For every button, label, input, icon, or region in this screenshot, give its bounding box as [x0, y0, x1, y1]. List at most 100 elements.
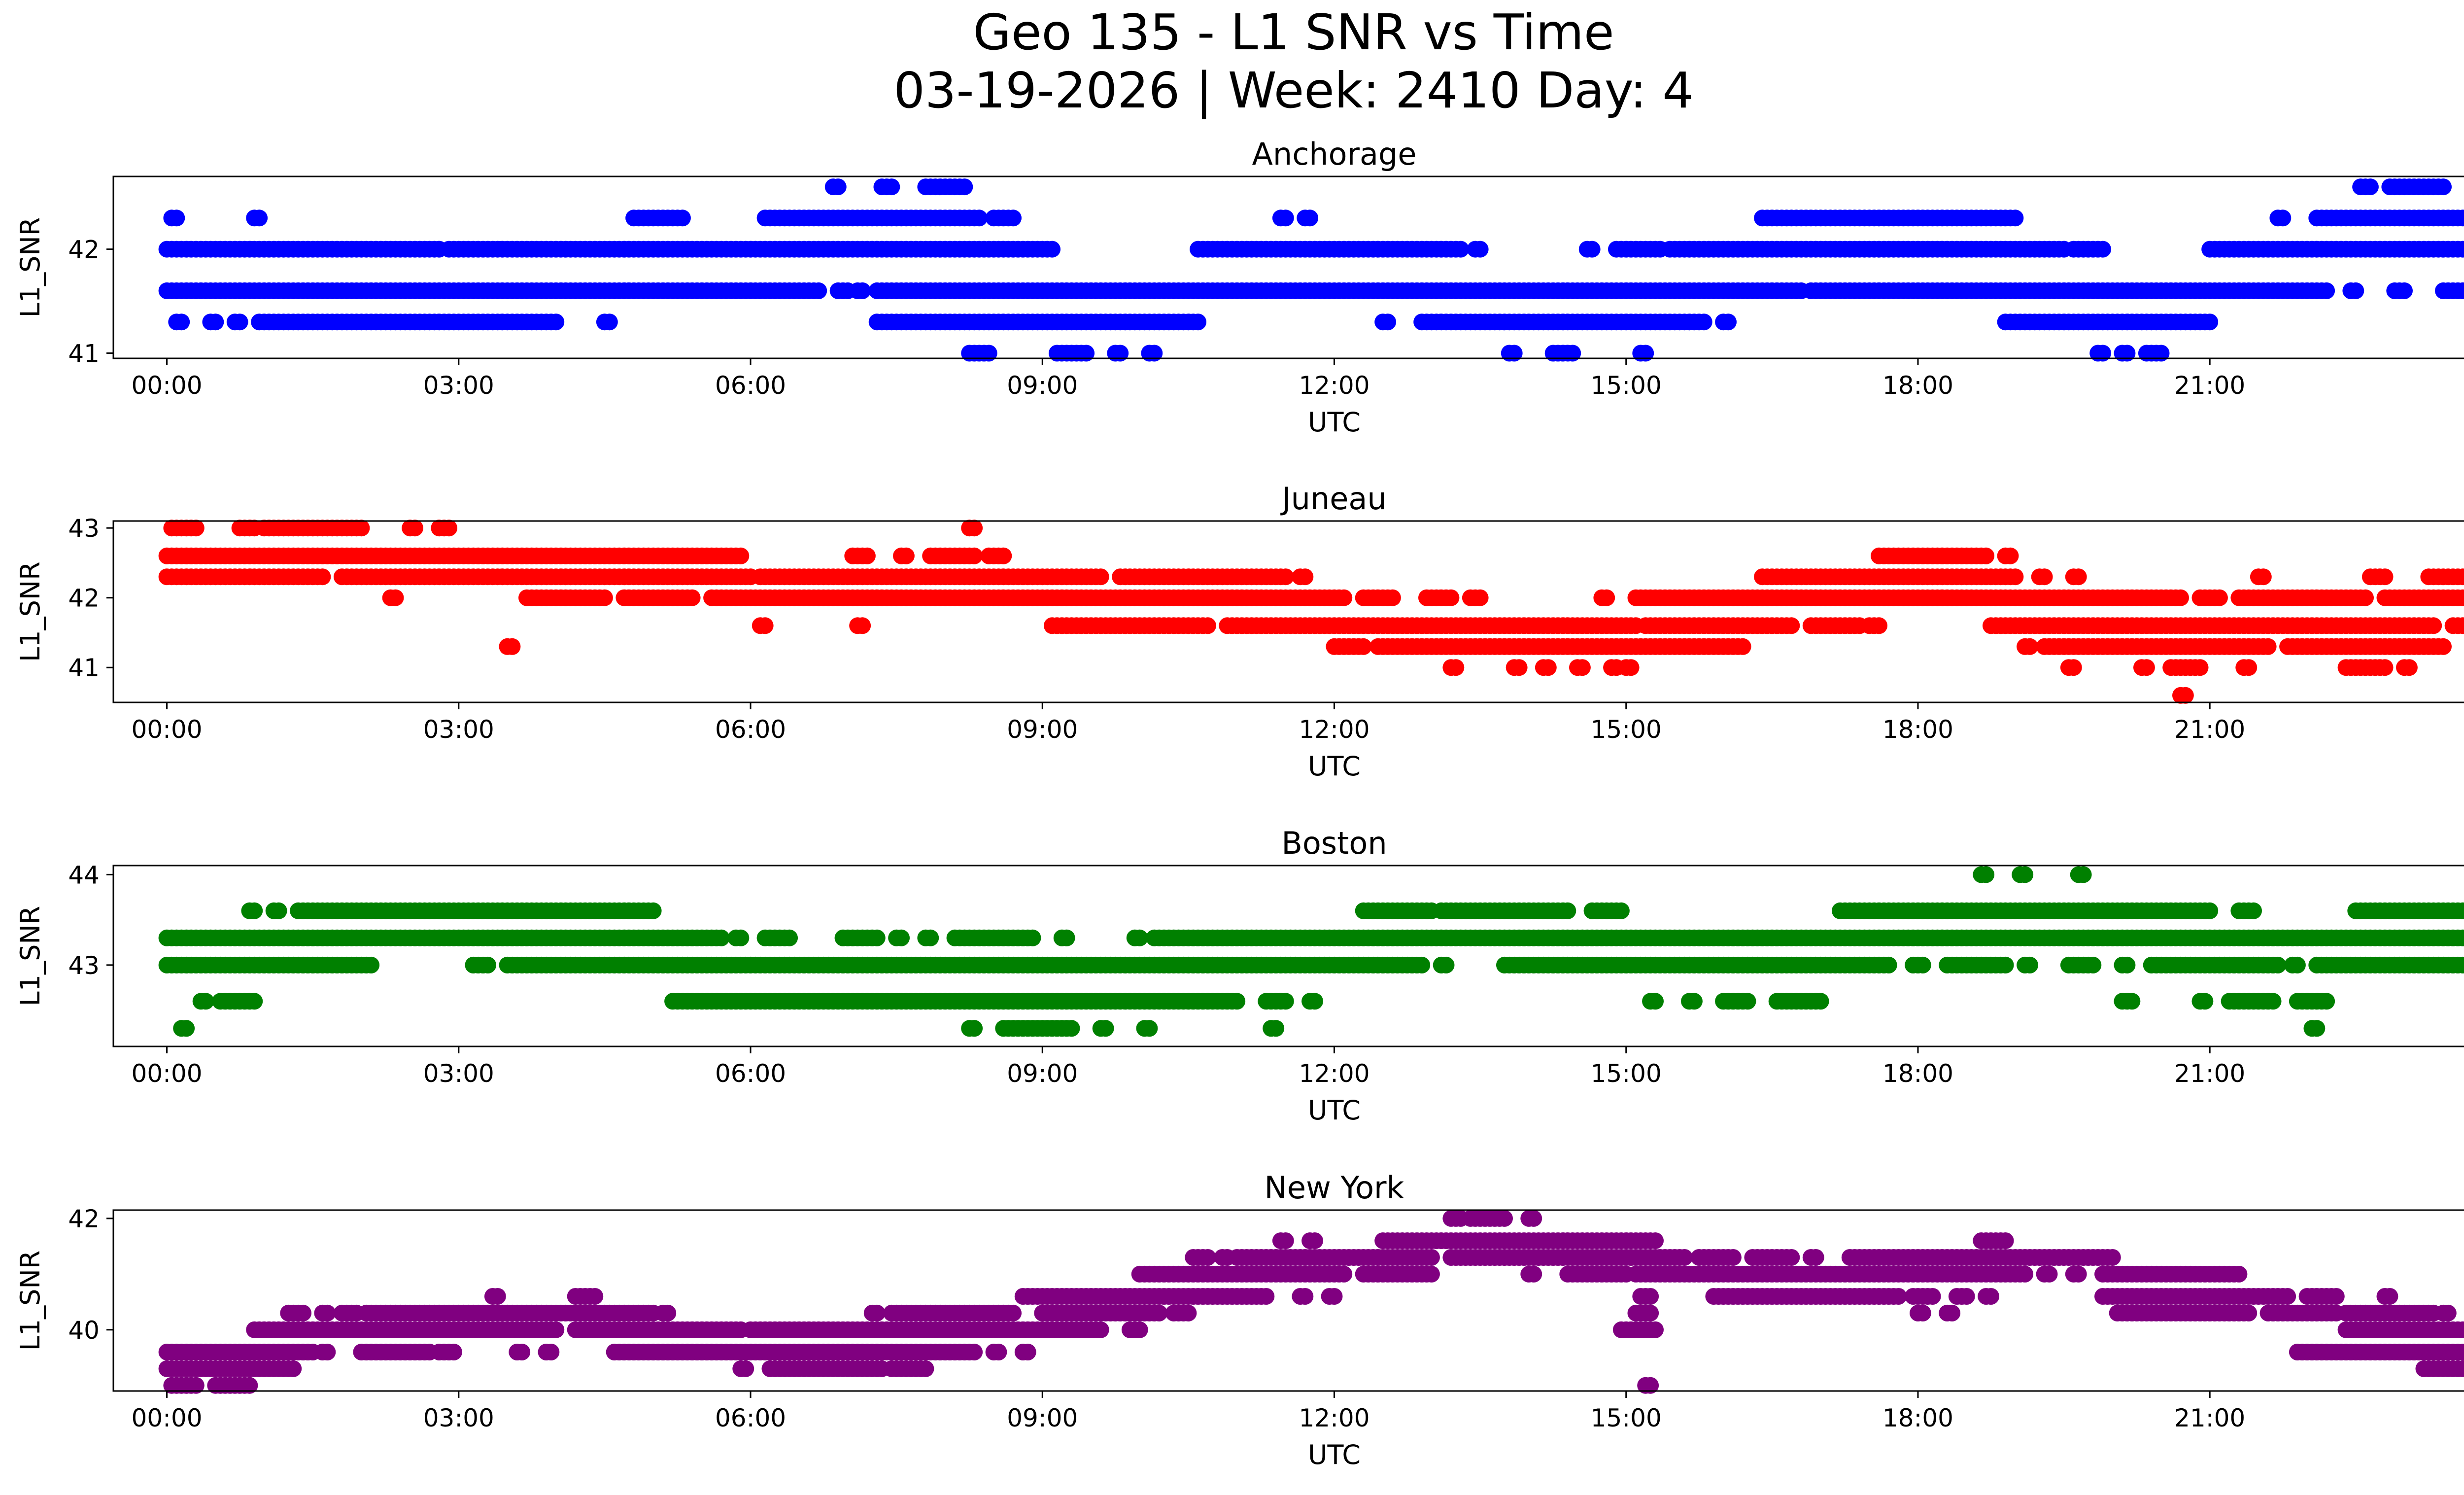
data-point: [1447, 659, 1465, 676]
data-point: [1277, 568, 1294, 586]
y-tick-label: 43: [68, 951, 100, 980]
data-point: [2094, 241, 2111, 258]
data-point: [387, 589, 404, 606]
y-axis-label: L1_SNR: [15, 217, 46, 318]
data-point: [2381, 1288, 2398, 1305]
data-point: [2201, 902, 2219, 919]
data-point: [407, 520, 423, 537]
data-point: [1112, 345, 1129, 362]
data-point: [1612, 902, 1630, 919]
data-point: [1005, 1304, 1022, 1321]
data-point: [684, 589, 701, 606]
data-point: [2138, 659, 2155, 676]
data-point: [897, 547, 915, 564]
data-point: [868, 1304, 886, 1321]
data-point: [1997, 1232, 2014, 1250]
subplot-title: Juneau: [1280, 481, 1386, 517]
data-point: [2177, 687, 2194, 704]
data-point: [659, 1304, 677, 1321]
data-point: [2070, 1265, 2087, 1283]
data-point: [854, 282, 871, 299]
data-point: [1574, 659, 1591, 676]
data-point: [270, 902, 287, 919]
data-point: [1510, 659, 1528, 676]
data-point: [1199, 1249, 1216, 1266]
data-point: [1151, 1304, 1168, 1321]
data-point: [2201, 313, 2219, 331]
data-point: [2347, 282, 2364, 299]
data-point: [810, 282, 827, 299]
data-points: [158, 866, 2464, 1037]
data-point: [1559, 902, 1576, 919]
x-tick-label: 12:00: [1299, 1059, 1369, 1088]
data-point: [1783, 617, 1800, 634]
data-point: [1734, 638, 1751, 655]
data-point: [1997, 956, 2014, 973]
data-point: [2172, 589, 2189, 606]
data-point: [548, 313, 565, 331]
data-point: [2269, 956, 2287, 973]
x-tick-label: 15:00: [1591, 715, 1662, 744]
data-point: [1423, 1249, 1440, 1266]
data-point: [2017, 866, 2034, 883]
data-point: [1044, 241, 1061, 258]
y-axis-label: L1_SNR: [15, 906, 46, 1007]
x-tick-label: 00:00: [132, 1059, 203, 1088]
data-point: [2289, 956, 2306, 973]
x-tick-label: 03:00: [423, 1059, 494, 1088]
data-point: [1267, 1020, 1285, 1037]
data-point: [2459, 590, 2464, 606]
data-point: [1063, 1020, 1080, 1037]
data-point: [2435, 178, 2452, 196]
data-point: [1277, 993, 1294, 1010]
x-axis-label: UTC: [1308, 1095, 1361, 1126]
data-point: [1379, 313, 1397, 331]
x-tick-label: 18:00: [1882, 371, 1953, 400]
data-point: [319, 1304, 336, 1321]
data-point: [956, 178, 973, 196]
subplot-title: Boston: [1281, 825, 1387, 861]
data-point: [883, 178, 900, 196]
x-tick-label: 09:00: [1007, 715, 1078, 744]
data-point: [1583, 241, 1601, 258]
data-point: [1058, 929, 1075, 946]
data-point: [2454, 902, 2464, 919]
data-point: [2376, 568, 2394, 586]
data-point: [1978, 866, 1995, 883]
data-point: [504, 638, 521, 655]
subplot-title: Anchorage: [1252, 136, 1416, 172]
data-point: [601, 313, 618, 331]
data-point: [2007, 209, 2024, 227]
data-point: [1024, 929, 1041, 946]
data-point: [1525, 1210, 1542, 1227]
data-point: [868, 929, 886, 946]
data-point: [1326, 1288, 1343, 1305]
data-point: [207, 313, 224, 331]
x-tick-label: 21:00: [2174, 371, 2245, 400]
data-point: [732, 929, 750, 946]
figure-title-line-1: Geo 135 - L1 SNR vs Time: [973, 3, 1614, 61]
data-point: [1812, 993, 1829, 1010]
data-points: [158, 178, 2464, 362]
data-point: [1647, 1232, 1664, 1250]
data-point: [1297, 1288, 1314, 1305]
subplot-anchorage: 00:00 03:00 06:00 09:00 12:00 15:00 18:00 21:00…: [15, 136, 2464, 438]
data-point: [713, 929, 730, 946]
data-point: [246, 902, 263, 919]
data-point: [2191, 659, 2209, 676]
x-tick-label: 06:00: [715, 371, 786, 400]
data-point: [489, 1288, 506, 1305]
data-point: [2439, 1304, 2457, 1321]
x-tick-label: 15:00: [1591, 371, 1662, 400]
data-point: [1277, 209, 1294, 227]
data-point: [1880, 956, 1897, 973]
data-point: [2245, 902, 2262, 919]
data-point: [1146, 345, 1163, 362]
data-point: [1924, 1288, 1941, 1305]
data-point: [2459, 283, 2464, 299]
data-point: [1277, 1232, 1294, 1250]
data-points: [158, 520, 2464, 704]
data-point: [2425, 617, 2442, 634]
data-point: [1229, 993, 1246, 1010]
data-point: [1078, 345, 1095, 362]
